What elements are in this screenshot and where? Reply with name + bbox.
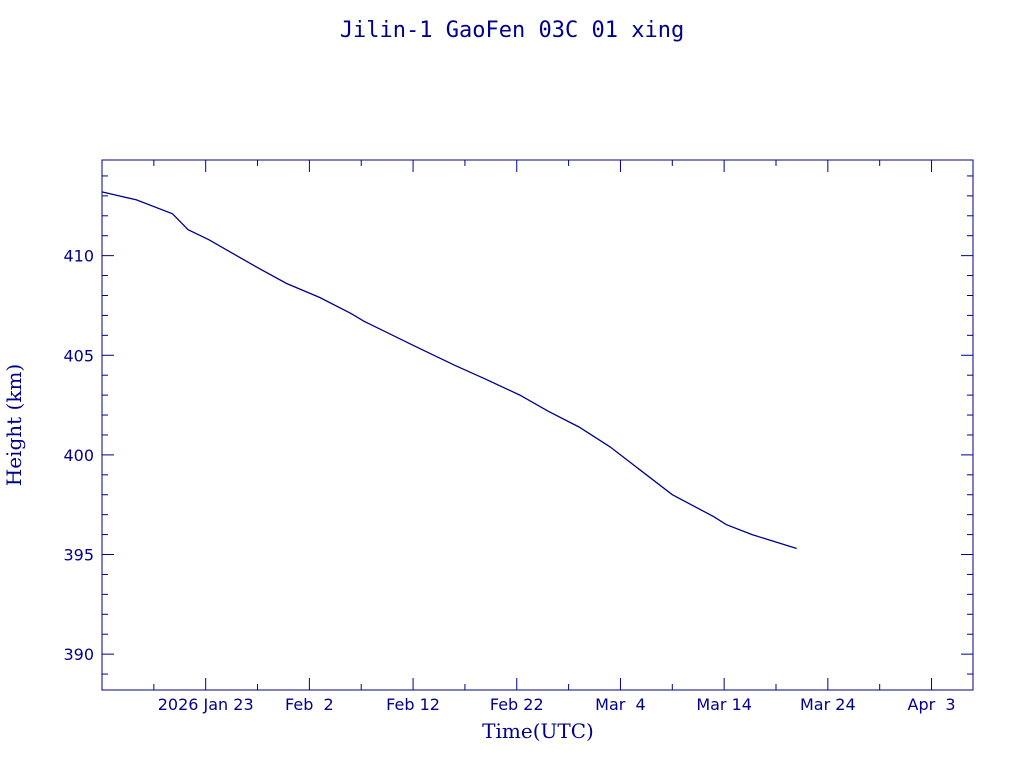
x-tick-label: Feb 22 — [490, 695, 544, 714]
y-axis-label: Height (km) — [2, 364, 26, 486]
axis-tick-labels: 390 395 400 405 410 2026 Jan 23 Feb 2 Feb 12 Feb… — [63, 247, 955, 714]
x-tick-label: 2026 Jan 23 — [158, 695, 254, 714]
x-tick-label: Mar 14 — [696, 695, 752, 714]
y-tick-label: 395 — [63, 546, 94, 565]
x-tick-label: Feb 2 — [285, 695, 334, 714]
y-tick-label: 400 — [63, 446, 94, 465]
x-axis-label: Time(UTC) — [482, 719, 594, 743]
series-group — [101, 191, 797, 550]
axis-ticks — [101, 160, 973, 690]
plot-frame — [101, 159, 974, 691]
series-line-height — [101, 191, 797, 550]
x-tick-label: Apr 3 — [908, 695, 956, 714]
x-tick-label: Mar 24 — [800, 695, 856, 714]
y-tick-label: 390 — [63, 645, 94, 664]
x-tick-label: Mar 4 — [595, 695, 646, 714]
chart-title: Jilin-1 GaoFen 03C 01 xing — [340, 18, 684, 43]
y-tick-label: 405 — [63, 346, 94, 365]
y-tick-label: 410 — [63, 247, 94, 266]
x-tick-label: Feb 12 — [386, 695, 440, 714]
